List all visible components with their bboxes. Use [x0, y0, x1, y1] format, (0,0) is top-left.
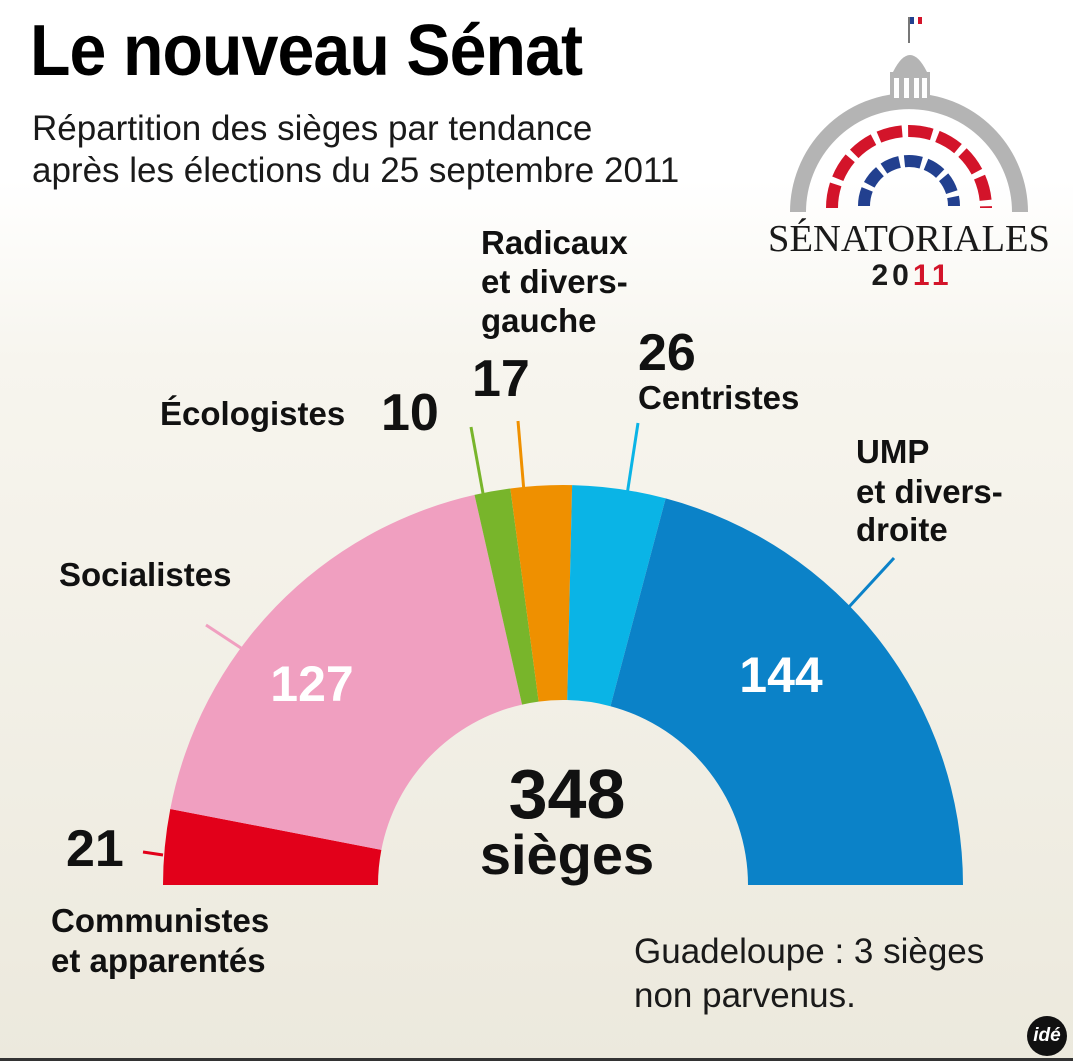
leader-communistes: [142, 850, 164, 857]
leader-lines: [142, 420, 896, 857]
label-communistes-2: et apparentés: [51, 942, 266, 979]
slice-radicaux: [510, 484, 573, 702]
label-radicaux-3: gauche: [481, 302, 597, 339]
value-centristes: 26: [638, 324, 696, 382]
value-ump: 144: [739, 647, 823, 703]
slice-ump: [610, 498, 963, 885]
leader-ump: [846, 556, 896, 610]
subtitle: Répartition des sièges par tendance aprè…: [32, 108, 679, 192]
category-labels: Communistes et apparentés Socialistes Éc…: [51, 224, 1003, 979]
total-value: 348: [509, 755, 626, 833]
slice-socialistes: [170, 494, 523, 850]
logo-year: 2011: [871, 259, 952, 292]
footnote-line-2: non parvenus.: [634, 976, 856, 1015]
slices: [163, 484, 963, 885]
logo-year-a: 20: [871, 259, 912, 292]
total-unit: sièges: [480, 823, 654, 886]
slice-communistes: [163, 808, 382, 885]
leader-socialistes: [205, 623, 242, 650]
label-ump-2: et divers-: [856, 473, 1003, 510]
footnote-line-1: Guadeloupe : 3 sièges: [634, 932, 985, 971]
value-communistes: 21: [66, 820, 124, 878]
senatoriales-logo: SÉNATORIALES 2011: [768, 17, 1050, 292]
label-communistes-1: Communistes: [51, 902, 269, 939]
value-radicaux: 17: [472, 350, 530, 408]
label-radicaux-2: et divers-: [481, 263, 628, 300]
slice-centristes: [567, 485, 666, 707]
label-radicaux-1: Radicaux: [481, 224, 628, 261]
footnote: Guadeloupe : 3 sièges non parvenus.: [634, 930, 984, 1018]
publisher-logo: idé: [1027, 1016, 1067, 1056]
logo-word: SÉNATORIALES: [768, 218, 1050, 260]
page-title: Le nouveau Sénat: [30, 11, 583, 91]
subtitle-line-1: Répartition des sièges par tendance: [32, 109, 593, 148]
label-socialistes: Socialistes: [59, 556, 231, 593]
leader-centristes: [625, 422, 640, 496]
slice-ecologistes: [474, 488, 539, 705]
label-ecologistes: Écologistes: [160, 395, 345, 432]
bottom-rule: [0, 1058, 1073, 1061]
leader-radicaux: [516, 420, 526, 493]
label-ump-1: UMP: [856, 433, 929, 470]
logo-year-b: 11: [913, 259, 953, 292]
leader-ecologistes: [469, 426, 486, 500]
subtitle-line-2: après les élections du 25 septembre 2011: [32, 151, 680, 190]
value-socialistes: 127: [270, 656, 353, 712]
value-ecologistes: 10: [381, 384, 439, 442]
label-centristes: Centristes: [638, 379, 799, 416]
senate-dome-icon: [790, 17, 1028, 213]
label-ump-3: droite: [856, 511, 948, 548]
